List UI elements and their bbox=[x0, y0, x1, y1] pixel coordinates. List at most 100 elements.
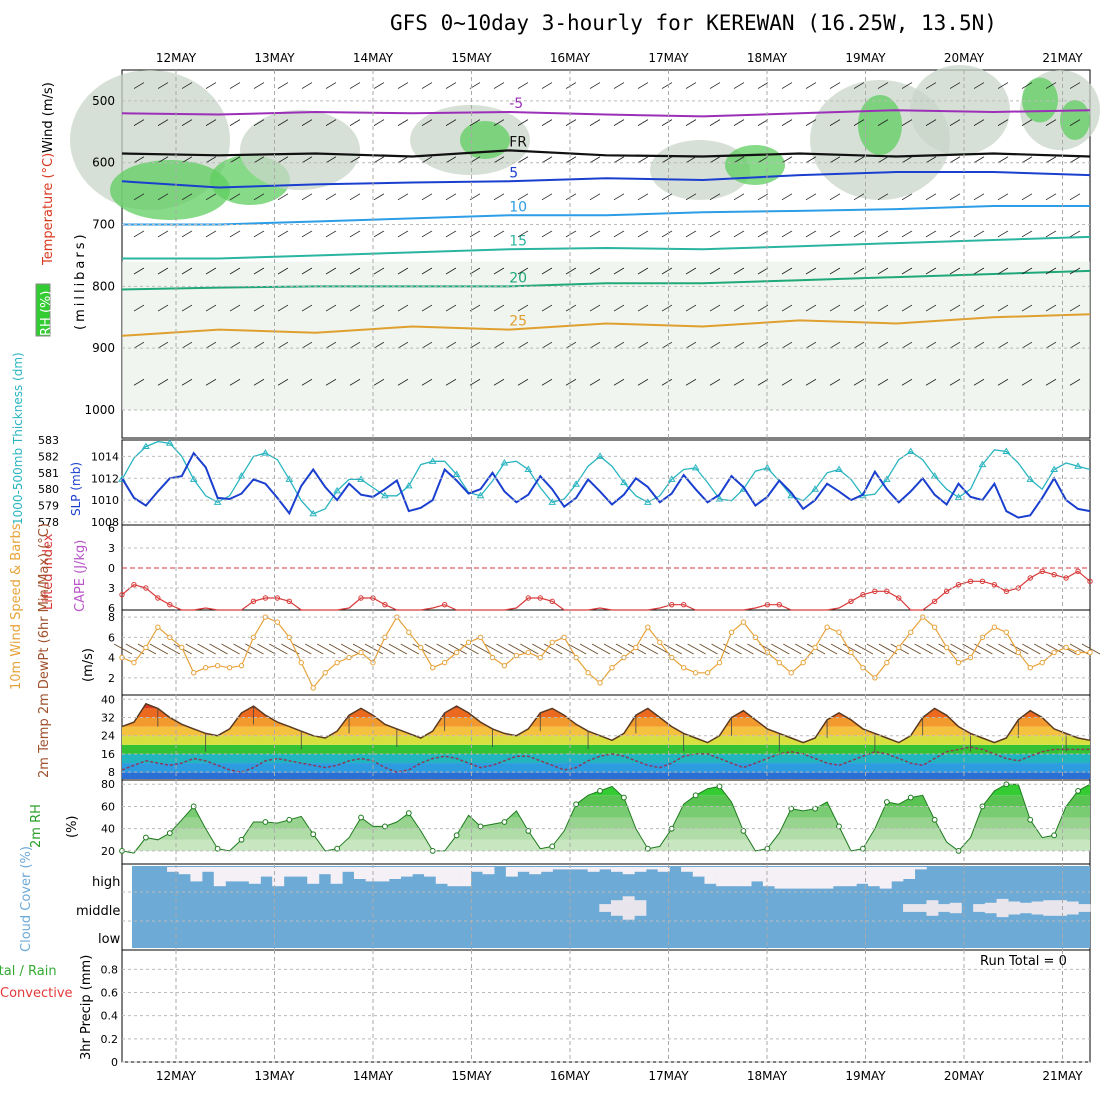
cloud-high-bar bbox=[225, 867, 238, 882]
lifted-tick: 6 bbox=[108, 602, 115, 615]
cloud-high-bar bbox=[237, 867, 250, 882]
temp-band bbox=[122, 726, 1090, 736]
temp-contour-label: 5 bbox=[509, 165, 518, 181]
thickness-marker bbox=[978, 460, 987, 468]
precip-tick: 0.8 bbox=[101, 963, 119, 976]
lifted-marker bbox=[680, 601, 687, 608]
upper-wind-barb bbox=[757, 193, 769, 201]
thickness-tick: 578 bbox=[38, 516, 59, 529]
wind-speed-marker bbox=[334, 659, 340, 666]
rh-swatch bbox=[35, 283, 51, 337]
upper-wind-barb bbox=[181, 230, 193, 238]
day-label-top: 21MAY bbox=[1042, 51, 1083, 65]
surface-wind-barb bbox=[484, 643, 503, 655]
wind-speed-marker bbox=[776, 659, 782, 666]
lifted-index-line bbox=[121, 570, 1091, 611]
upper-wind-barb bbox=[901, 156, 913, 164]
upper-wind-barb bbox=[901, 378, 913, 386]
upper-wind-barb bbox=[1021, 267, 1033, 275]
upper-wind-barb bbox=[637, 378, 649, 386]
upper-wind-barb bbox=[325, 82, 337, 89]
upper-wind-barb bbox=[517, 119, 529, 126]
wind-speed-marker bbox=[860, 664, 866, 671]
upper-wind-barb bbox=[853, 341, 865, 349]
upper-wind-barb bbox=[349, 230, 361, 238]
cloud-high-bar bbox=[786, 867, 799, 889]
slp-tick: 1008 bbox=[91, 516, 119, 529]
thickness-marker bbox=[381, 491, 389, 499]
upper-wind-barb bbox=[349, 82, 361, 89]
cloud-high-bar bbox=[459, 867, 472, 887]
thickness-marker bbox=[1050, 465, 1059, 473]
rh-marker bbox=[405, 810, 412, 817]
wind-speed-marker bbox=[406, 629, 412, 635]
cloud-level-high: high bbox=[92, 875, 120, 890]
wind-speed-marker bbox=[692, 670, 699, 676]
cloud-high-bar bbox=[435, 867, 448, 884]
wind-speed-marker bbox=[1087, 649, 1093, 656]
upper-wind-barb bbox=[709, 267, 721, 275]
precip-tick: 0 bbox=[111, 1056, 118, 1069]
upper-wind-barb bbox=[277, 304, 289, 312]
upper-wind-barb bbox=[949, 119, 961, 126]
upper-wind-barb bbox=[805, 267, 817, 275]
wind-speed-marker bbox=[836, 629, 842, 635]
upper-wind-barb bbox=[853, 156, 865, 164]
upper-wind-barb bbox=[805, 341, 817, 349]
cloud-middle-bar bbox=[622, 896, 635, 920]
cloud-middle-bar bbox=[1043, 900, 1056, 916]
upper-wind-barb bbox=[757, 378, 769, 386]
surface-wind-barb bbox=[998, 643, 1017, 655]
lifted-marker bbox=[1063, 575, 1069, 581]
upper-wind-barb bbox=[565, 378, 577, 386]
upper-wind-barb bbox=[805, 156, 817, 164]
temp-band bbox=[122, 753, 1090, 764]
day-label-bottom: 16MAY bbox=[550, 1069, 591, 1083]
wind-speed-marker bbox=[884, 659, 890, 666]
upper-wind-barb bbox=[877, 341, 889, 349]
temp-contour-15 bbox=[122, 235, 1091, 260]
cloud-middle-bar bbox=[926, 900, 939, 916]
lifted-marker bbox=[860, 591, 866, 598]
upper-wind-barb bbox=[541, 341, 553, 349]
lifted-marker bbox=[955, 581, 962, 588]
lifted-marker bbox=[943, 588, 950, 595]
precip-total-label: Total / Rain bbox=[0, 964, 57, 979]
upper-wind-barb bbox=[997, 378, 1009, 386]
wind-speed-marker bbox=[1027, 664, 1033, 671]
upper-wind-barb bbox=[709, 341, 721, 349]
upper-wind-barb bbox=[1045, 119, 1057, 126]
upper-wind-barb bbox=[637, 267, 649, 275]
upper-wind-barb bbox=[157, 378, 169, 386]
upper-wind-barb bbox=[445, 156, 457, 164]
upper-wind-barb bbox=[781, 341, 793, 349]
wind-speed-marker bbox=[848, 649, 854, 656]
rh-marker bbox=[1075, 787, 1081, 794]
upper-wind-barb bbox=[301, 193, 313, 201]
temp-contour-label: 15 bbox=[509, 233, 527, 249]
lifted-marker bbox=[549, 598, 555, 605]
upper-wind-barb bbox=[301, 82, 313, 89]
upper-wind-barb bbox=[181, 119, 193, 126]
upper-wind-barb bbox=[973, 341, 985, 349]
lifted-marker bbox=[896, 595, 902, 601]
upper-wind-barb bbox=[541, 119, 553, 126]
day-label-top: 20MAY bbox=[944, 51, 985, 65]
upper-wind-barb bbox=[1069, 378, 1081, 386]
wind-speed-marker bbox=[955, 659, 962, 666]
thickness-marker bbox=[1074, 462, 1082, 469]
thickness-marker bbox=[428, 457, 437, 464]
thickness-marker bbox=[500, 458, 509, 466]
upper-wind-barb bbox=[685, 156, 697, 164]
upper-wind-barb bbox=[325, 267, 337, 275]
wind-speed-marker bbox=[633, 644, 639, 651]
upper-wind-barb bbox=[877, 119, 889, 126]
cloud-high-bar bbox=[809, 867, 822, 889]
thickness-tick: 582 bbox=[38, 450, 59, 463]
upper-wind-barb bbox=[901, 82, 913, 89]
upper-wind-barb bbox=[1045, 193, 1057, 201]
stability-panel bbox=[119, 567, 1093, 611]
cloud-high-bar bbox=[505, 867, 518, 877]
upper-wind-barb bbox=[853, 378, 865, 386]
thickness-tick: 581 bbox=[38, 467, 59, 480]
